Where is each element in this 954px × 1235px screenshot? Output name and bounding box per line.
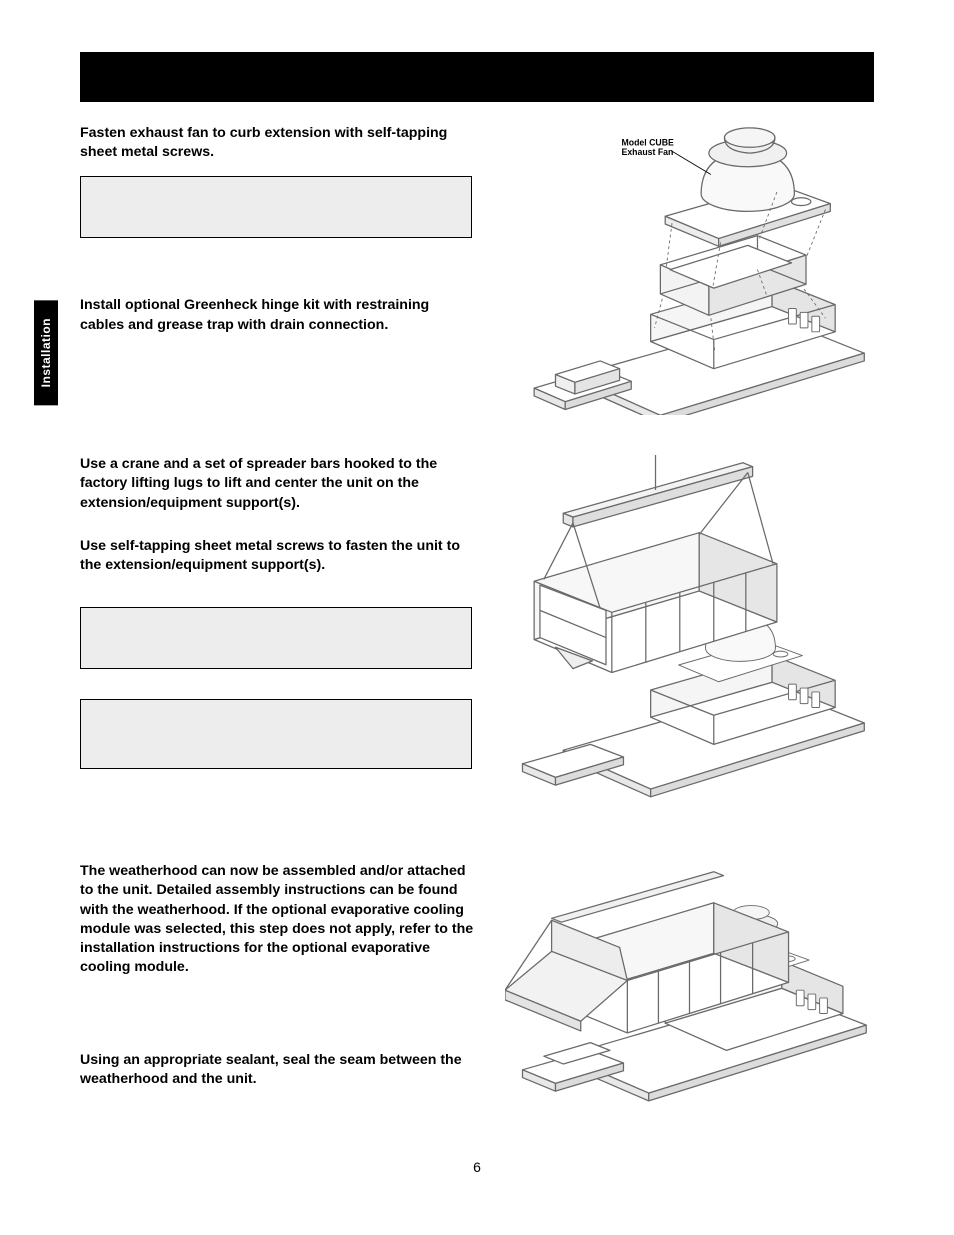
row-3: The weatherhood can now be assembled and… [80, 862, 874, 1148]
callout-box [80, 607, 472, 669]
figure-label: Exhaust Fan [622, 147, 674, 157]
row-1: Fasten exhaust fan to curb extension wit… [80, 124, 874, 415]
row3-figure [505, 862, 874, 1148]
page-number: 6 [80, 1159, 874, 1175]
step-text: Use self-tapping sheet metal screws to f… [80, 537, 475, 575]
step-text: Fasten exhaust fan to curb extension wit… [80, 124, 475, 162]
row1-figure: Model CUBE Exhaust Fan [505, 124, 874, 415]
header-bar [80, 52, 874, 102]
page: Installation Fasten exhaust fan to curb … [0, 0, 954, 1235]
figure-label: Model CUBE [622, 137, 674, 147]
weatherhood-diagram [505, 862, 874, 1114]
row-2: Use a crane and a set of spreader bars h… [80, 455, 874, 832]
step-text: Using an appropriate sealant, seal the s… [80, 1051, 475, 1089]
row2-figure [505, 455, 874, 832]
crane-lift-diagram [505, 455, 874, 805]
callout-box [80, 176, 472, 238]
step-text: Install optional Greenheck hinge kit wit… [80, 296, 475, 334]
callout-box [80, 699, 472, 769]
exhaust-fan-diagram: Model CUBE Exhaust Fan [505, 124, 874, 415]
row1-text-col: Fasten exhaust fan to curb extension wit… [80, 124, 475, 370]
row2-text-col: Use a crane and a set of spreader bars h… [80, 455, 475, 787]
side-tab-installation: Installation [34, 300, 58, 405]
step-text: Use a crane and a set of spreader bars h… [80, 455, 475, 513]
row3-text-col: The weatherhood can now be assembled and… [80, 862, 475, 1103]
step-text: The weatherhood can now be assembled and… [80, 862, 475, 977]
